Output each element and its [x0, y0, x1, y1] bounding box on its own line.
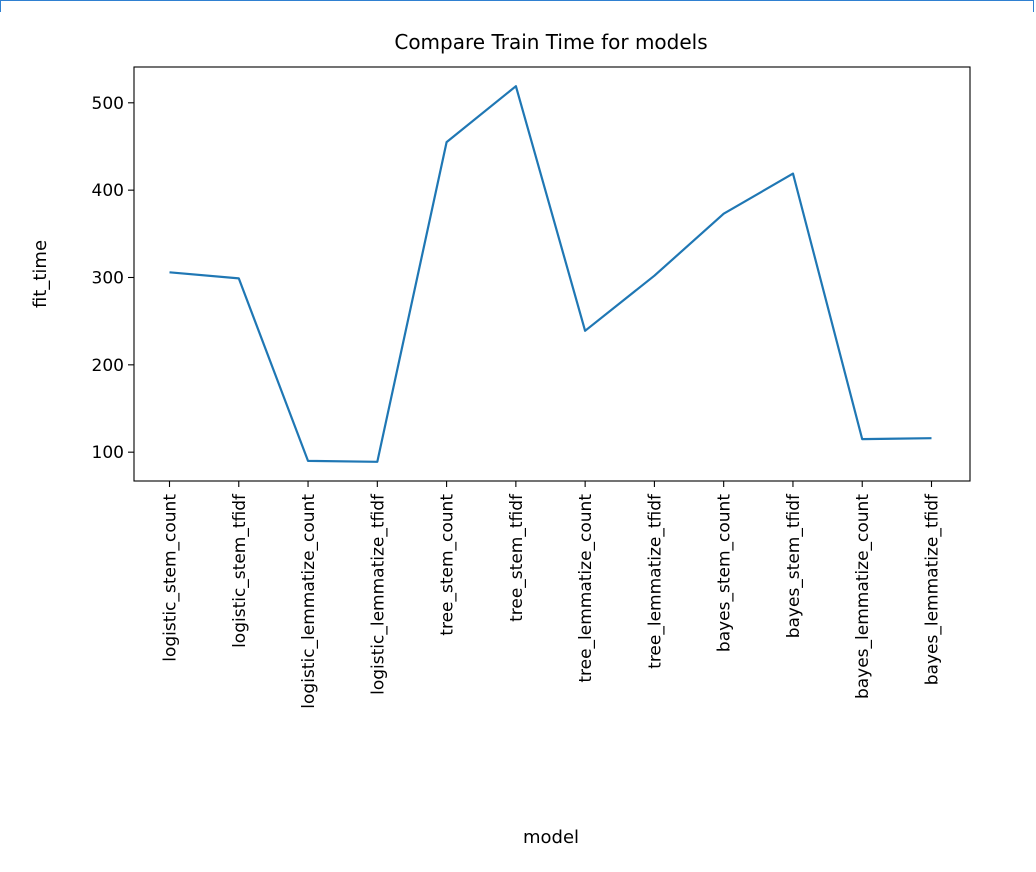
series-group [169, 85, 932, 463]
x-tick-label: bayes_lemmatize_count [853, 494, 873, 699]
x-tick-label: tree_stem_count [438, 494, 458, 636]
y-tick-label: 200 [92, 356, 124, 376]
y-tick-label: 400 [92, 181, 124, 201]
x-axis: logistic_stem_count logistic_stem_tfidf lo… [161, 481, 943, 709]
x-axis-label: model [523, 827, 579, 848]
x-tick-label: logistic_lemmatize_count [299, 494, 319, 709]
x-tick-label: logistic_stem_tfidf [230, 493, 250, 648]
x-tick-label: bayes_lemmatize_tfidf [923, 493, 943, 685]
output-cell-frame [0, 0, 1034, 12]
x-tick-label: tree_lemmatize_count [576, 494, 596, 683]
x-tick-label: logistic_lemmatize_tfidf [368, 493, 388, 695]
series-line [169, 85, 932, 463]
y-axis: 100 200 300 400 500 [92, 94, 134, 463]
y-tick-label: 300 [92, 268, 124, 288]
x-tick-label: tree_stem_tfidf [507, 493, 527, 622]
y-axis-label: fit_time [30, 240, 51, 308]
y-tick-label: 500 [92, 94, 124, 114]
x-tick-label: tree_lemmatize_tfidf [645, 493, 665, 669]
chart-title: Compare Train Time for models [394, 30, 707, 54]
x-tick-label: logistic_stem_count [161, 494, 181, 662]
plot-area [133, 66, 971, 482]
x-tick-label: bayes_stem_count [715, 494, 735, 652]
y-tick-label: 100 [92, 443, 124, 463]
x-tick-label: bayes_stem_tfidf [784, 493, 804, 638]
